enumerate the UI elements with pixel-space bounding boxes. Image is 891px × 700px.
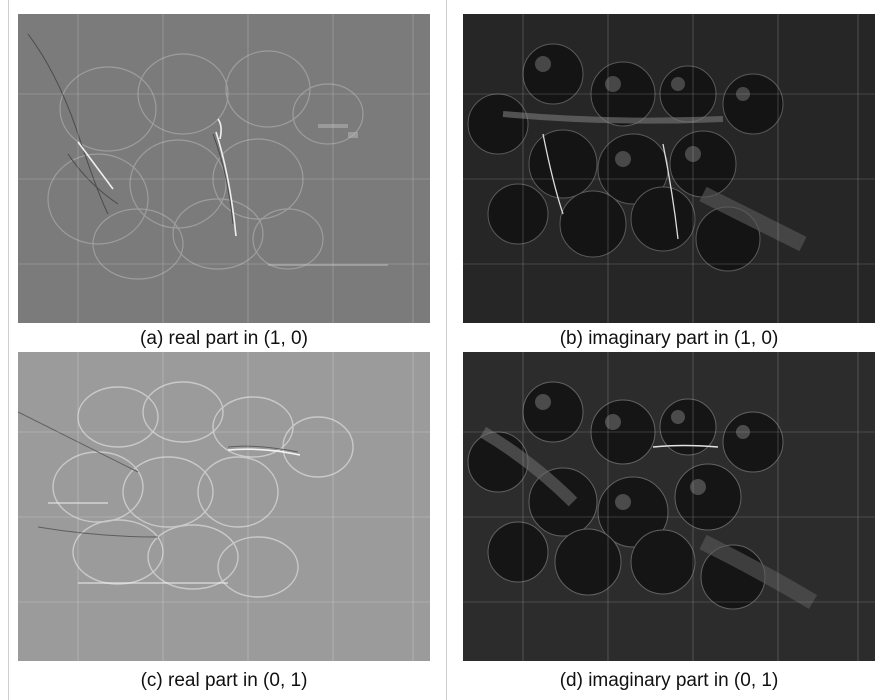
panel-b-caption: (b) imaginary part in (1, 0) (559, 328, 779, 349)
panel-d-image (463, 352, 875, 661)
left-frame-line (8, 0, 9, 700)
panel-d-caption: (d) imaginary part in (0, 1) (559, 670, 779, 691)
panel-a-caption: (a) real part in (1, 0) (140, 328, 308, 349)
panel-b-svg (463, 14, 875, 323)
panel-b-image (463, 14, 875, 323)
panel-d-svg (463, 352, 875, 661)
panel-a-image (18, 14, 430, 323)
panel-c-svg (18, 352, 430, 661)
panel-c-image (18, 352, 430, 661)
panel-c-caption: (c) real part in (0, 1) (140, 670, 308, 691)
center-frame-line (446, 0, 447, 700)
panel-a-svg (18, 14, 430, 323)
